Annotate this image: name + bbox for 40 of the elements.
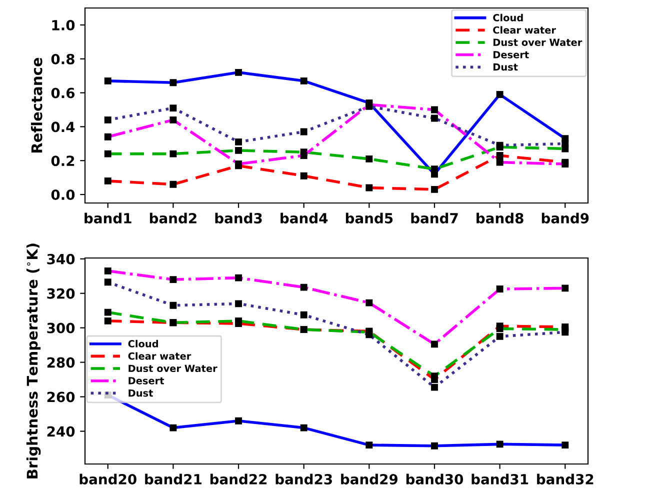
x-tick-label: band21 [145, 474, 202, 484]
y-tick-label: 0.0 [51, 189, 75, 200]
x-tick-label: band29 [341, 474, 398, 484]
legend-label: Clear water [128, 352, 192, 360]
legend-label: Desert [493, 51, 529, 58]
x-tick-label: band2 [150, 212, 196, 224]
y-axis-title: Brightness Temperature ($^{∘}$K) [26, 244, 41, 478]
y-tick-label: 1.0 [52, 20, 75, 30]
legend-label: Desert [128, 377, 164, 384]
y-tick-label: 340 [47, 254, 75, 264]
legend-label: Dust over Water [493, 38, 582, 46]
y-axis-title: Reflectance [31, 58, 42, 153]
x-tick-label: band8 [476, 212, 524, 224]
y-tick-label: 0.2 [51, 156, 74, 166]
x-tick-label: band23 [276, 474, 332, 484]
x-tick-label: band1 [84, 212, 132, 224]
x-tick-label: band22 [210, 474, 267, 484]
y-tick-label: 0.6 [51, 88, 75, 98]
y-tick-label: 0.4 [51, 122, 75, 132]
x-tick-label: band31 [472, 474, 528, 484]
x-tick-label: band30 [406, 474, 464, 484]
x-tick-label: band9 [542, 212, 589, 224]
legend-label: Dust [493, 63, 518, 71]
y-tick-label: 260 [47, 392, 75, 402]
x-tick-label: band4 [280, 212, 328, 224]
legend-label: Dust [128, 389, 153, 397]
legend-label: Cloud [493, 14, 523, 22]
y-tick-label: 0.8 [51, 54, 74, 64]
x-tick-label: band5 [346, 212, 393, 224]
legend-label: Dust over Water [128, 364, 218, 372]
y-tick-label: 240 [47, 426, 75, 437]
y-tick-label: 320 [47, 288, 75, 299]
y-tick-label: 300 [47, 322, 75, 334]
x-tick-label: band7 [411, 212, 458, 224]
legend-label: Clear water [493, 26, 556, 34]
x-tick-label: band20 [80, 474, 136, 484]
x-tick-label: band32 [537, 474, 594, 484]
x-tick-label: band3 [215, 212, 262, 224]
legend-label: Cloud [128, 340, 158, 348]
y-tick-label: 280 [47, 357, 75, 368]
